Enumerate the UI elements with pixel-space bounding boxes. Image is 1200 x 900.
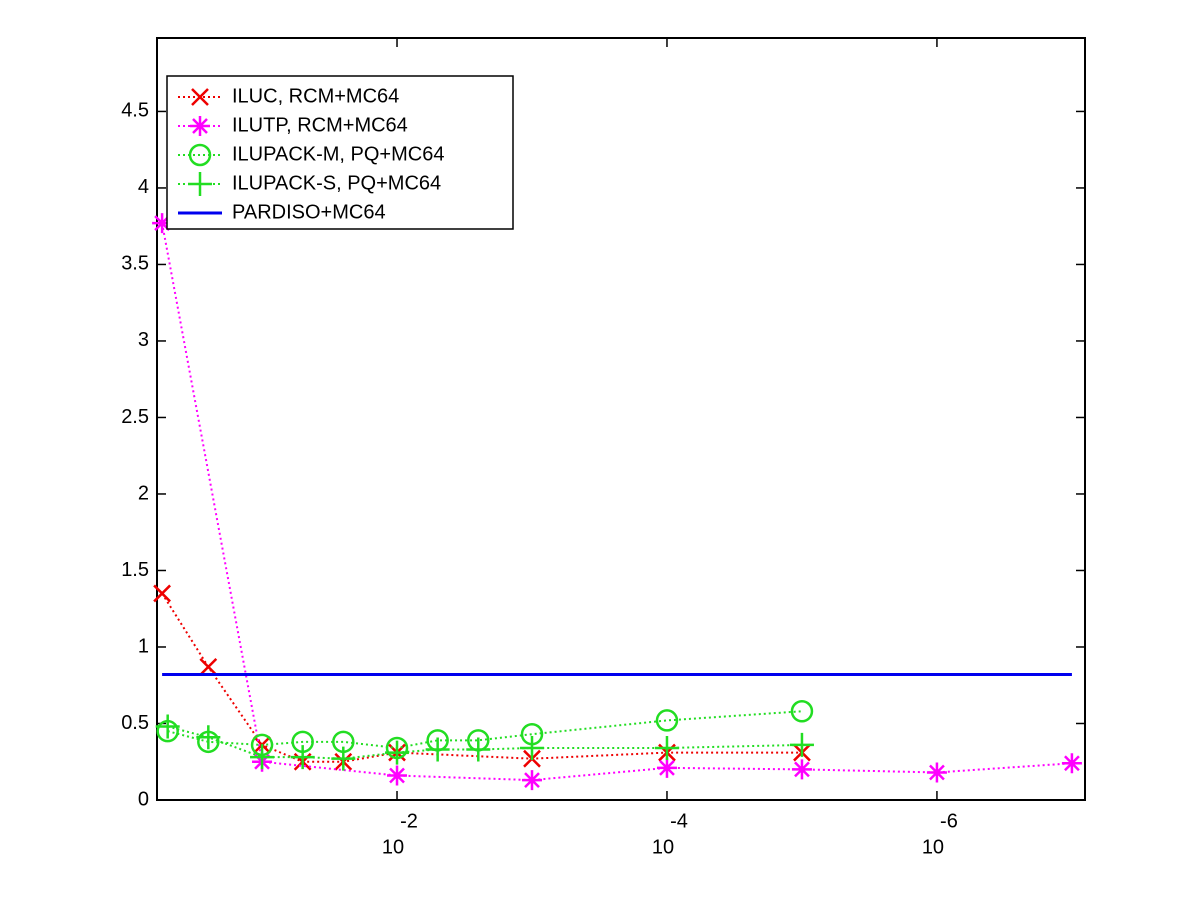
marker — [385, 740, 410, 765]
marker — [790, 700, 814, 723]
legend: ILUC, RCM+MC64 ILUTP, RCM+MC64 ILUPACK-M, … — [166, 75, 514, 230]
marker-asterisk — [190, 116, 210, 136]
marker-x — [153, 584, 171, 603]
marker-plus — [519, 735, 544, 760]
y-tick-label: 3 — [138, 329, 149, 351]
marker-asterisk — [791, 759, 812, 780]
marker-plus — [196, 725, 221, 750]
marker-x — [191, 88, 209, 106]
y-tick-label: 3.5 — [121, 253, 149, 275]
marker — [425, 737, 450, 762]
marker-plus — [654, 735, 679, 760]
marker — [655, 709, 679, 732]
marker — [926, 762, 947, 783]
marker-asterisk — [387, 765, 408, 786]
marker-plus — [466, 737, 491, 762]
marker-asterisk — [521, 770, 542, 791]
marker-plus — [331, 746, 356, 771]
marker-plus — [188, 172, 212, 196]
legend-label: PARDISO+MC64 — [232, 201, 386, 223]
x-tick-label: 10 — [922, 836, 944, 858]
y-tick-label: 1 — [138, 635, 149, 657]
marker-plus — [290, 745, 315, 770]
marker — [519, 735, 544, 760]
x-tick-exponent: -6 — [940, 810, 958, 832]
legend-marker — [190, 116, 210, 136]
marker — [196, 725, 221, 750]
marker — [387, 765, 408, 786]
marker — [656, 757, 677, 778]
marker — [466, 737, 491, 762]
marker — [789, 732, 814, 757]
legend-marker — [188, 172, 212, 196]
marker-asterisk — [1061, 753, 1082, 774]
y-tick-label: 0 — [138, 788, 149, 810]
y-tick-label: 4.5 — [121, 100, 149, 122]
marker-plus — [385, 740, 410, 765]
marker-asterisk — [926, 762, 947, 783]
marker-asterisk — [152, 213, 173, 234]
marker — [250, 745, 275, 770]
marker-plus — [155, 714, 180, 739]
marker-plus — [789, 732, 814, 757]
x-tick-exponent: -2 — [400, 810, 418, 832]
marker — [155, 714, 180, 739]
marker-circle — [655, 709, 679, 732]
y-tick-label: 1.5 — [121, 559, 149, 581]
marker — [153, 584, 171, 603]
y-tick-label: 2.5 — [121, 406, 149, 428]
marker — [290, 745, 315, 770]
legend-label: ILUPACK-M, PQ+MC64 — [232, 143, 444, 165]
marker-plus — [425, 737, 450, 762]
marker — [654, 735, 679, 760]
legend-box — [166, 75, 514, 230]
marker-plus — [250, 745, 275, 770]
marker — [331, 746, 356, 771]
marker-asterisk — [656, 757, 677, 778]
legend-marker — [191, 88, 209, 106]
y-tick-label: 2 — [138, 482, 149, 504]
legend-label: ILUPACK-S, PQ+MC64 — [232, 172, 441, 194]
marker-circle — [790, 700, 814, 723]
x-tick-exponent: -4 — [670, 810, 688, 832]
x-tick-label: 10 — [382, 836, 404, 858]
marker — [199, 657, 218, 676]
marker-circle — [188, 143, 212, 167]
y-tick-label: 4 — [138, 176, 149, 198]
x-tick-label: 10 — [652, 836, 674, 858]
series-line — [167, 725, 802, 760]
marker — [152, 213, 173, 234]
marker — [791, 759, 812, 780]
series-line — [161, 222, 1072, 782]
marker — [1061, 753, 1082, 774]
marker-x — [199, 657, 218, 676]
legend-marker — [188, 143, 212, 167]
legend-label: ILUC, RCM+MC64 — [232, 85, 399, 107]
y-tick-label: 0.5 — [121, 712, 149, 734]
legend-label: ILUTP, RCM+MC64 — [232, 114, 408, 136]
marker — [521, 770, 542, 791]
